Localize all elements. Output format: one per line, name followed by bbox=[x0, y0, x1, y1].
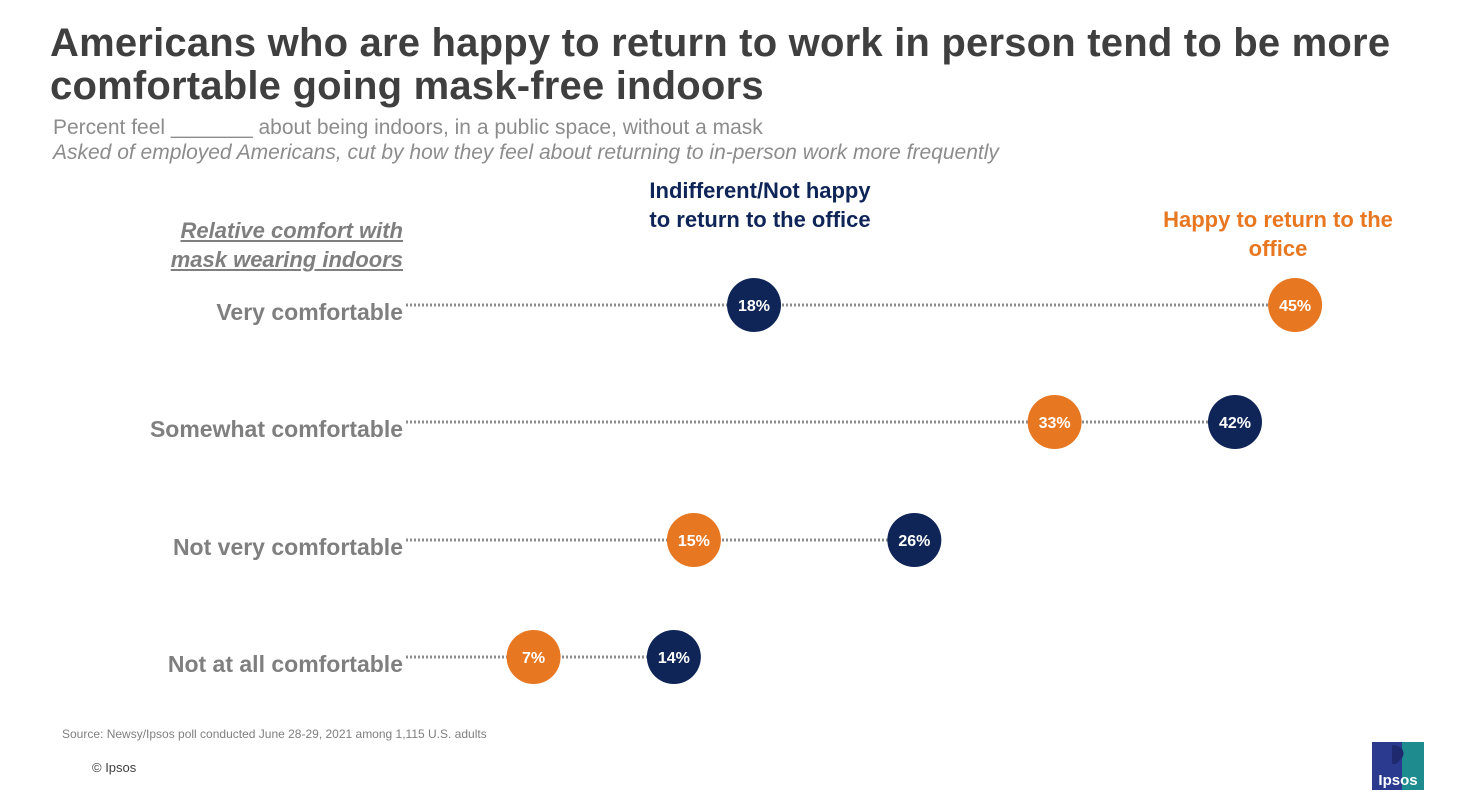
data-label-happy-2: 15% bbox=[678, 533, 710, 550]
dot-indifferent-0 bbox=[727, 278, 782, 332]
dot-indifferent-1 bbox=[1207, 395, 1262, 449]
data-label-happy-3: 7% bbox=[522, 650, 545, 667]
dot-happy-2 bbox=[666, 513, 721, 567]
dot-happy-0 bbox=[1268, 278, 1323, 332]
row-label-very-comfortable: Very comfortable bbox=[216, 299, 403, 325]
legend-series-happy: Happy to return to the office bbox=[1163, 207, 1393, 261]
svg-text:Ipsos: Ipsos bbox=[1378, 772, 1417, 789]
data-label-happy-0: 45% bbox=[1279, 298, 1311, 315]
row-label-not-very-comfortable: Not very comfortable bbox=[172, 534, 403, 560]
dot-happy-3 bbox=[506, 630, 561, 684]
row-label-not-at-all-comfortable: Not at all comfortable bbox=[167, 651, 403, 677]
ipsos-logo: Ipsos bbox=[1372, 742, 1424, 790]
chart-subtitle-italic: Asked of employed Americans, cut by how … bbox=[53, 141, 999, 164]
data-label-happy-1: 33% bbox=[1039, 415, 1071, 432]
row-label-somewhat-comfortable: Somewhat comfortable bbox=[149, 416, 403, 442]
copyright: © Ipsos bbox=[92, 760, 137, 775]
data-label-indifferent-3: 14% bbox=[658, 650, 690, 667]
y-axis-header: Relative comfort with mask wearing indoo… bbox=[170, 218, 403, 272]
data-label-indifferent-1: 42% bbox=[1219, 415, 1251, 432]
data-label-indifferent-0: 18% bbox=[738, 298, 770, 315]
legend-series-indifferent: Indifferent/Not happy to return to the o… bbox=[649, 178, 871, 232]
chart-title: Americans who are happy to return to wor… bbox=[50, 21, 1391, 108]
dot-happy-1 bbox=[1027, 395, 1082, 449]
dot-indifferent-3 bbox=[646, 630, 701, 684]
chart-subtitle: Percent feel _______ about being indoors… bbox=[53, 116, 763, 139]
source-note: Source: Newsy/Ipsos poll conducted June … bbox=[62, 727, 487, 741]
data-label-indifferent-2: 26% bbox=[898, 533, 930, 550]
dot-indifferent-2 bbox=[887, 513, 942, 567]
